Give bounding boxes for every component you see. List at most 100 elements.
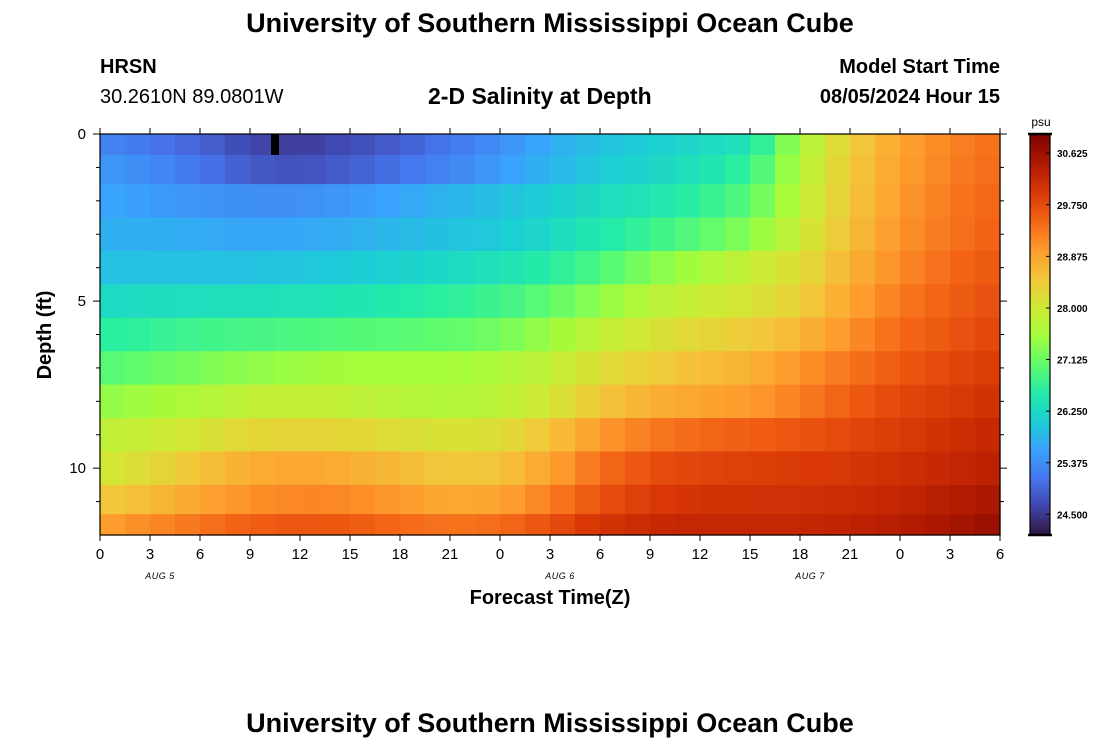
colorbar-segment — [1030, 486, 1050, 490]
heatmap-cell — [800, 451, 826, 486]
heatmap-cell — [550, 250, 576, 285]
heatmap-cell — [900, 250, 926, 285]
heatmap-cell — [800, 351, 826, 386]
heatmap-cell — [350, 418, 376, 453]
heatmap-cell — [325, 217, 351, 252]
heatmap-cell — [600, 451, 626, 486]
model-start-label: Model Start Time — [839, 56, 1000, 78]
heatmap-cell — [400, 418, 426, 453]
heatmap-cell — [600, 217, 626, 252]
colorbar-segment — [1030, 252, 1050, 255]
heatmap-cell — [675, 418, 701, 453]
heatmap-cell — [950, 484, 976, 515]
colorbar-tick-label: 28.875 — [1057, 252, 1088, 263]
colorbar-tick-label: 27.125 — [1057, 356, 1088, 367]
heatmap-cell — [275, 484, 301, 515]
x-tick-label: 3 — [946, 546, 954, 563]
heatmap-cell — [900, 351, 926, 386]
colorbar-segment — [1030, 152, 1050, 155]
heatmap-cell — [600, 484, 626, 515]
colorbar-segment — [1030, 274, 1050, 277]
colorbar-segment — [1030, 304, 1050, 308]
x-tick-label: 18 — [392, 546, 409, 563]
heatmap-cell — [150, 284, 176, 319]
heatmap-cell — [925, 351, 951, 386]
colorbar-segment — [1030, 164, 1050, 167]
heatmap-cell — [250, 451, 276, 486]
heatmap-cell — [700, 284, 726, 319]
heatmap-cell — [875, 134, 901, 156]
heatmap-cell — [750, 514, 776, 536]
heatmap-cell — [200, 418, 226, 453]
heatmap-cell — [275, 514, 301, 536]
heatmap-cell — [750, 134, 776, 156]
colorbar-segment — [1030, 210, 1050, 213]
heatmap-cell — [550, 351, 576, 386]
heatmap-cell — [850, 284, 876, 319]
heatmap-cell — [200, 184, 226, 219]
colorbar-segment — [1030, 310, 1050, 314]
heatmap-cell — [525, 217, 551, 252]
heatmap-cell — [600, 250, 626, 285]
heatmap-cell — [275, 418, 301, 453]
heatmap-cell — [575, 484, 601, 515]
heatmap-cell — [575, 418, 601, 453]
heatmap-cell — [750, 284, 776, 319]
heatmap-cell — [675, 284, 701, 319]
colorbar-segment — [1030, 156, 1050, 159]
colorbar-segment — [1030, 432, 1050, 436]
heatmap-cell — [950, 217, 976, 252]
heatmap-cell — [850, 317, 876, 352]
heatmap-cell — [175, 451, 201, 486]
heatmap-cell — [125, 351, 151, 386]
heatmap-cell — [275, 184, 301, 219]
colorbar-segment — [1030, 342, 1050, 346]
colorbar-segment — [1030, 376, 1050, 380]
heatmap-cell — [600, 514, 626, 536]
heatmap-cell — [400, 514, 426, 536]
heatmap-cell — [800, 384, 826, 419]
heatmap-cell — [650, 384, 676, 419]
heatmap-cell — [700, 484, 726, 515]
x-tick-label: 15 — [342, 546, 359, 563]
heatmap-cell — [450, 134, 476, 156]
heatmap-cell — [425, 250, 451, 285]
heatmap-cell — [500, 154, 526, 185]
heatmap-cell — [475, 134, 501, 156]
colorbar-segment — [1030, 262, 1050, 265]
heatmap-cell — [150, 418, 176, 453]
heatmap-cell — [200, 351, 226, 386]
colorbar-segment — [1030, 424, 1050, 428]
colorbar-segment — [1030, 134, 1050, 137]
x-tick-label: 0 — [96, 546, 104, 563]
heatmap-cell — [225, 418, 251, 453]
heatmap-cell — [125, 384, 151, 419]
colorbar-segment — [1030, 390, 1050, 394]
colorbar-segment — [1030, 366, 1050, 370]
heatmap-cell — [725, 317, 751, 352]
colorbar-segment — [1030, 462, 1050, 466]
heatmap-cell — [325, 284, 351, 319]
heatmap-cell — [300, 154, 326, 185]
heatmap-cell — [300, 184, 326, 219]
colorbar-segment — [1030, 524, 1050, 528]
colorbar-segment — [1030, 474, 1050, 478]
colorbar-tick-label: 26.250 — [1057, 407, 1088, 418]
heatmap-cell — [275, 154, 301, 185]
heatmap-cell — [675, 351, 701, 386]
heatmap-cell — [700, 451, 726, 486]
heatmap-cell — [175, 184, 201, 219]
colorbar-segment — [1030, 186, 1050, 189]
heatmap-cell — [825, 154, 851, 185]
heatmap-cell — [950, 384, 976, 419]
heatmap-cell — [300, 250, 326, 285]
heatmap-cell — [450, 217, 476, 252]
colorbar-segment — [1030, 200, 1050, 203]
heatmap-cell — [250, 484, 276, 515]
colorbar-segment — [1030, 286, 1050, 289]
heatmap-cell — [875, 484, 901, 515]
x-tick-label: 12 — [692, 546, 709, 563]
colorbar-segment — [1030, 166, 1050, 169]
heatmap-cell — [925, 418, 951, 453]
heatmap-cell — [875, 514, 901, 536]
